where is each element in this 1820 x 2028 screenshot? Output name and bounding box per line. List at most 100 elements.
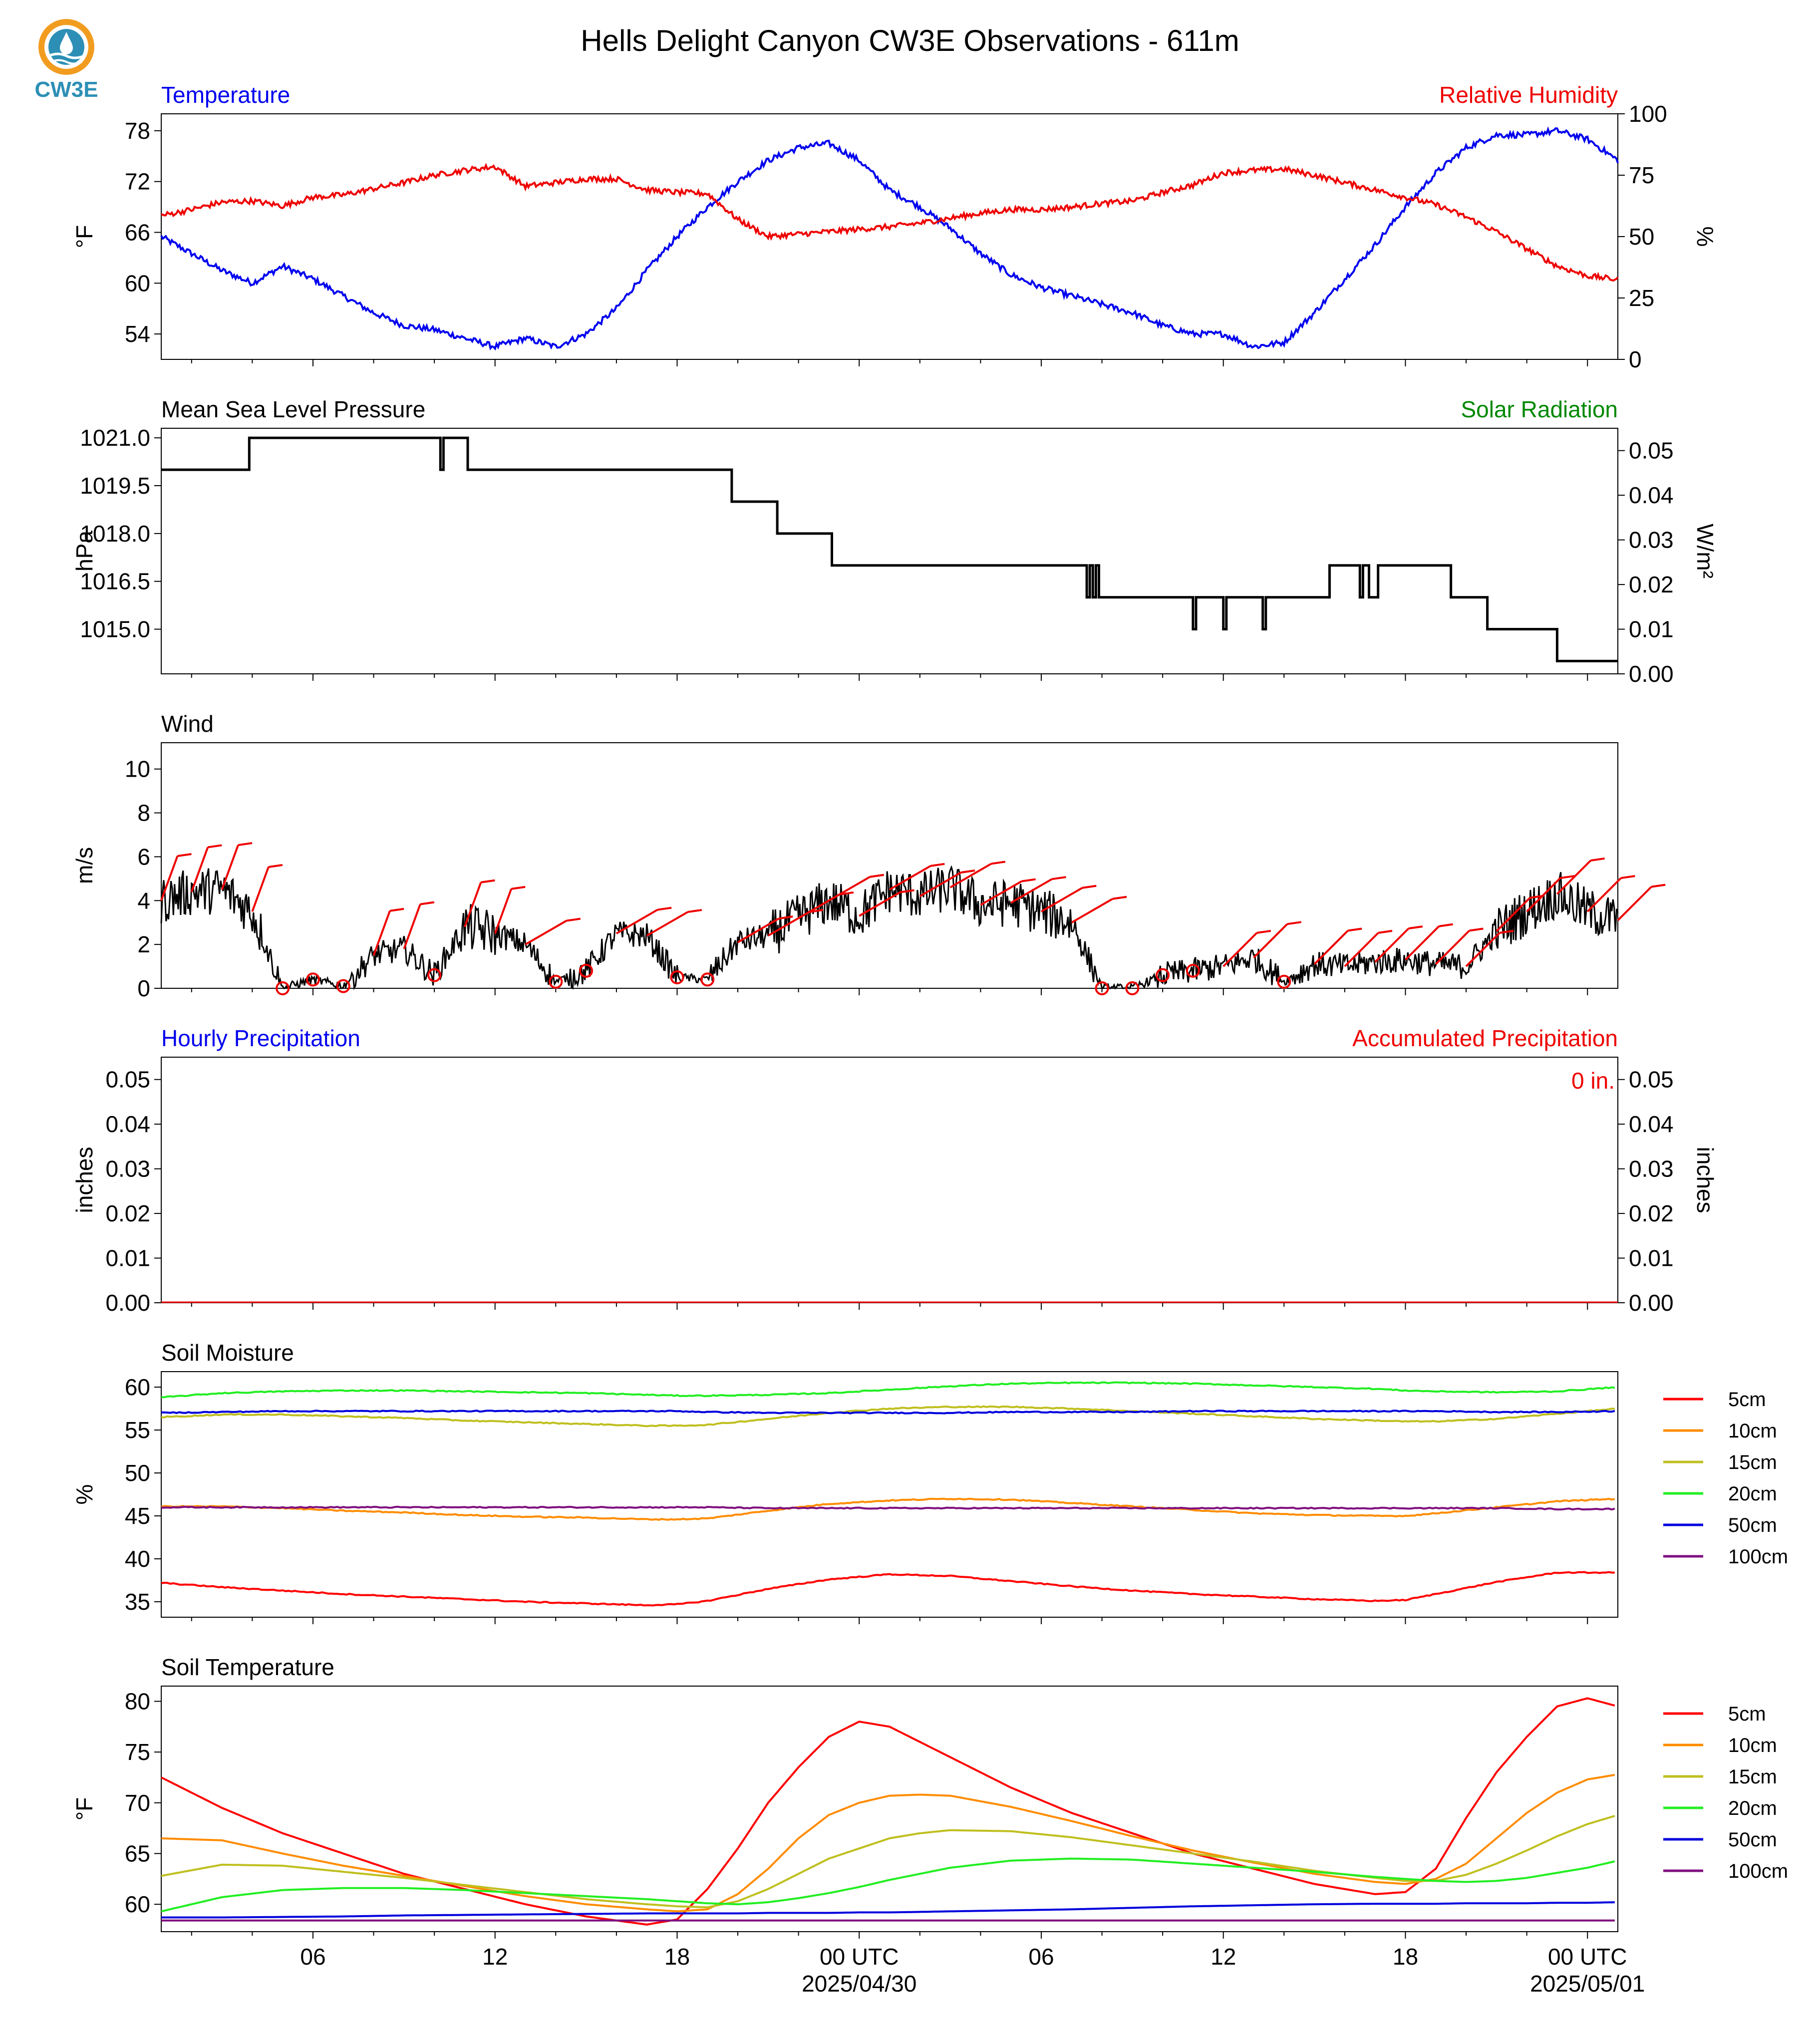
series-line-temperature (161, 128, 1618, 348)
y-tick-label-left: 8 (137, 800, 150, 826)
wind-barb-flag (1113, 897, 1127, 899)
x-date-label: 2025/04/30 (802, 1971, 916, 1997)
y-tick-label-left: 0.04 (105, 1111, 150, 1137)
legend-label-50cm: 50cm (1728, 1514, 1777, 1536)
wind-barb-flag (688, 910, 702, 912)
panel-title-left: Soil Moisture (161, 1340, 294, 1366)
y-tick-label-right: 0.05 (1629, 1067, 1674, 1093)
panel-title-left: Temperature (161, 82, 290, 108)
wind-barb-flag (657, 908, 671, 910)
x-tick-label: 00 UTC (1548, 1944, 1627, 1970)
panel-title-left: Mean Sea Level Pressure (161, 396, 425, 422)
wind-barb-flag (177, 854, 191, 856)
series-line-soil-temperature-10cm (161, 1775, 1615, 1911)
x-tick-label: 12 (1211, 1944, 1236, 1970)
plot-frame (161, 1686, 1618, 1932)
wind-barb-flag (991, 862, 1005, 864)
wind-barb-flag (481, 880, 495, 882)
wind-barb-flag (1348, 929, 1362, 931)
panel-temperature-humidity: Temperature Relative Humidity546066727802… (71, 82, 1718, 372)
y-axis-label-right: W/m² (1692, 524, 1718, 579)
wind-barb-flag (1651, 885, 1665, 887)
wind-barb-flag (567, 919, 581, 921)
wind-barb-flag (1022, 879, 1036, 881)
panel-precipitation: Hourly Precipitation Accumulated Precipit… (71, 1025, 1718, 1316)
y-tick-label-right: 0.03 (1629, 527, 1674, 553)
y-tick-label-right: 100 (1629, 101, 1667, 127)
legend-label-10cm: 10cm (1728, 1735, 1777, 1756)
y-tick-label-left: 1021.0 (80, 425, 150, 451)
y-tick-label-left: 10 (125, 756, 150, 782)
y-tick-label-left: 72 (125, 169, 150, 195)
wind-barb-flag (1469, 929, 1483, 931)
y-tick-label-left: 0.02 (105, 1200, 150, 1226)
y-tick-label-right: 0.04 (1629, 1111, 1674, 1137)
wind-barb-flag (511, 887, 525, 889)
y-tick-label-left: 35 (125, 1589, 150, 1615)
y-axis-label-right: inches (1692, 1147, 1718, 1213)
y-tick-label-left: 2 (137, 931, 150, 957)
legend-label-5cm: 5cm (1728, 1703, 1766, 1725)
x-tick-label: 06 (1028, 1944, 1054, 1970)
y-tick-label-left: 55 (125, 1417, 150, 1443)
x-tick-label: 06 (300, 1944, 325, 1970)
panel-pressure-solar: Mean Sea Level Pressure Solar Radiation 10… (71, 396, 1718, 687)
x-tick-label: 18 (1393, 1944, 1418, 1970)
y-tick-label-left: 65 (125, 1840, 150, 1866)
series-line-soil-moisture-20cm (161, 1382, 1615, 1397)
wind-barb-flag (208, 845, 222, 847)
wind-barb-staff (526, 921, 567, 945)
y-tick-label-right: 0.01 (1629, 1245, 1674, 1271)
wind-barb-flag (900, 890, 914, 892)
series-line-soil-temperature-5cm (161, 1698, 1615, 1924)
wind-barb-staff (222, 845, 238, 889)
y-axis-label-left: m/s (71, 847, 97, 884)
y-axis-label-left: hPa (71, 531, 97, 572)
y-axis-label-left: °F (71, 225, 97, 249)
legend-label-20cm: 20cm (1728, 1797, 1777, 1819)
wind-barb-flag (930, 864, 944, 866)
panel-wind: Wind 0 2 4 6 8 10 m/s (71, 711, 1665, 1001)
wind-barb-staff (829, 877, 870, 901)
accumulated-total: 0 in. (1571, 1068, 1615, 1094)
y-tick-label-left: 4 (137, 887, 150, 913)
y-tick-label-left: 0 (137, 975, 150, 1001)
wind-barb-staff (1436, 931, 1469, 964)
y-tick-label-left: 1016.5 (80, 569, 150, 594)
y-tick-label-left: 80 (125, 1688, 150, 1714)
wind-barb-flag (269, 865, 283, 867)
y-tick-label-right: 50 (1629, 224, 1654, 250)
y-tick-label-left: 70 (125, 1790, 150, 1816)
series-line-pressure (161, 438, 1618, 661)
panel-title-left: Hourly Precipitation (161, 1025, 360, 1051)
y-axis-label-left: inches (71, 1147, 97, 1213)
y-tick-label-left: 78 (125, 118, 150, 144)
x-tick-label: 00 UTC (820, 1944, 899, 1970)
panel-title-right: Solar Radiation (1461, 396, 1618, 422)
panel-title-right: Accumulated Precipitation (1352, 1025, 1618, 1051)
y-tick-label-left: 60 (125, 1891, 150, 1917)
legend-label-15cm: 15cm (1728, 1451, 1777, 1473)
panel-soil-moisture: Soil Moisture 35 40 45 50 55 60% 5cm 10cm 15cm 20c… (71, 1340, 1788, 1624)
wind-barb-flag (420, 902, 434, 904)
y-tick-label-left: 60 (125, 1374, 150, 1400)
wind-barb-flag (1409, 926, 1423, 928)
wind-barbs (161, 843, 1665, 994)
wind-barb-flag (961, 870, 975, 872)
y-tick-label-right: 0 (1629, 346, 1642, 372)
y-tick-label-left: 0.01 (105, 1245, 150, 1271)
series-line-soil-moisture-50cm (161, 1411, 1615, 1414)
series-line-soil-temperature-50cm (161, 1902, 1615, 1917)
plot-frame (161, 114, 1618, 359)
x-tick-label: 12 (482, 1944, 508, 1970)
plot-frame (161, 1057, 1618, 1303)
y-tick-label-left: 0.03 (105, 1156, 150, 1182)
series-line-wind-speed (161, 868, 1618, 988)
y-tick-label-right: 75 (1629, 162, 1654, 188)
wind-barb-staff (1466, 933, 1500, 966)
y-tick-label-left: 0.05 (105, 1067, 150, 1093)
legend-label-5cm: 5cm (1728, 1389, 1766, 1411)
y-tick-label-right: 0.03 (1629, 1156, 1674, 1182)
wind-barb-flag (1082, 886, 1096, 888)
